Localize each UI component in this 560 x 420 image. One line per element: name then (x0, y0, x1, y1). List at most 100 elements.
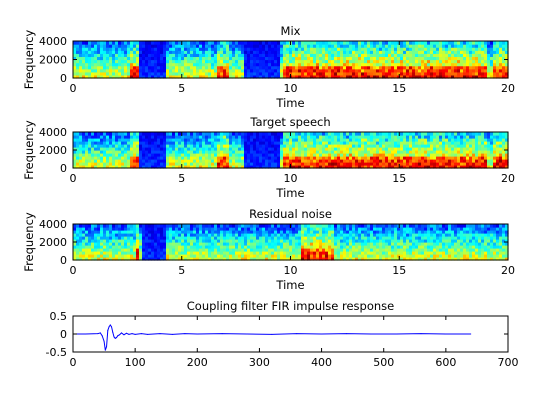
spectrogram-cell (199, 233, 203, 237)
spectrogram-cell (73, 239, 77, 243)
spectrogram-cell (136, 224, 140, 228)
spectrogram-cell (412, 239, 416, 243)
spectrogram-cell (238, 68, 242, 73)
spectrogram-cell (385, 162, 389, 166)
spectrogram-cell (196, 147, 200, 151)
spectrogram-cell (109, 156, 113, 160)
spectrogram-cell (151, 135, 155, 139)
spectrogram-cell (100, 147, 104, 151)
spectrogram-cell (250, 135, 254, 139)
spectrogram-cell (295, 147, 299, 151)
spectrogram-cell (367, 257, 371, 261)
spectrogram-cell (238, 150, 242, 154)
spectrogram-cell (211, 257, 215, 261)
spectrogram-cell (346, 53, 350, 58)
spectrogram-cell (394, 257, 398, 261)
spectrogram-cell (163, 47, 167, 51)
spectrogram-cell (79, 132, 83, 136)
spectrogram-cell (415, 254, 419, 258)
spectrogram-cell (484, 153, 488, 157)
spectrogram-cell (262, 224, 266, 228)
spectrogram-cell (202, 56, 206, 61)
spectrogram-cell (256, 239, 260, 243)
spectrogram-cell (322, 165, 326, 169)
spectrogram-cell (106, 245, 110, 249)
spectrogram-cell (424, 251, 428, 255)
spectrogram-cell (478, 59, 482, 64)
spectrogram-cell (349, 71, 353, 76)
spectrogram-cell (424, 156, 428, 160)
spectrogram-cell (151, 153, 155, 157)
spectrogram-cell (403, 50, 407, 54)
spectrogram-cell (226, 236, 230, 240)
spectrogram-cell (166, 50, 170, 54)
spectrogram-cell (349, 224, 353, 228)
spectrogram-cell (304, 230, 308, 234)
spectrogram-cell (322, 74, 326, 79)
spectrogram-cell (82, 150, 86, 154)
spectrogram-cell (367, 138, 371, 142)
spectrogram-cell (262, 227, 266, 231)
spectrogram-cell (205, 162, 209, 166)
spectrogram-cell (346, 141, 350, 145)
spectrogram-cell (85, 59, 89, 64)
spectrogram-cell (274, 150, 278, 154)
spectrogram-cell (367, 233, 371, 237)
spectrogram-cell (328, 41, 332, 45)
spectrogram-cell (250, 156, 254, 160)
spectrogram-cell (433, 227, 437, 231)
spectrogram-cell (253, 59, 257, 64)
spectrogram-cell (364, 251, 368, 255)
spectrogram-cell (97, 147, 101, 151)
spectrogram-cell (331, 141, 335, 145)
spectrogram-cell (469, 62, 473, 67)
spectrogram-cell (274, 233, 278, 237)
spectrogram-cell (406, 251, 410, 255)
spectrogram-cell (400, 150, 404, 154)
spectrogram-cell (235, 147, 239, 151)
spectrogram-cell (208, 135, 212, 139)
spectrogram-cell (406, 257, 410, 261)
spectrogram-cell (340, 150, 344, 154)
spectrogram-cell (112, 74, 116, 79)
spectrogram-cell (274, 144, 278, 148)
spectrogram-cell (250, 254, 254, 258)
spectrogram-cell (139, 233, 143, 237)
spectrogram-cell (301, 257, 305, 261)
spectrogram-cell (280, 233, 284, 237)
spectrogram-cell (322, 141, 326, 145)
spectrogram-cell (199, 239, 203, 243)
spectrogram-cell (361, 135, 365, 139)
spectrogram-cell (412, 147, 416, 151)
spectrogram-cell (436, 147, 440, 151)
spectrogram-cell (139, 227, 143, 231)
spectrogram-cell (79, 68, 83, 73)
spectrogram-cell (271, 56, 275, 61)
spectrogram-cell (286, 141, 290, 145)
spectrogram-cell (250, 224, 254, 228)
spectrogram-cell (223, 165, 227, 169)
spectrogram-cell (283, 236, 287, 240)
spectrogram-cell (286, 251, 290, 255)
spectrogram-cell (169, 135, 173, 139)
spectrogram-cell (493, 147, 497, 151)
spectrogram-cell (172, 59, 176, 64)
spectrogram-cell (82, 242, 86, 246)
spectrogram-cell (493, 141, 497, 145)
spectrogram-cell (154, 159, 158, 163)
spectrogram-cell (217, 65, 221, 70)
spectrogram-cell (247, 56, 251, 61)
spectrogram-cell (475, 162, 479, 166)
spectrogram-cell (334, 230, 338, 234)
spectrogram-cell (358, 242, 362, 246)
spectrogram-cell (82, 257, 86, 261)
spectrogram-cell (370, 44, 374, 48)
spectrogram-cell (475, 74, 479, 79)
spectrogram-cell (91, 144, 95, 148)
spectrogram-cell (427, 71, 431, 76)
spectrogram-cell (226, 47, 230, 51)
spectrogram-cell (316, 224, 320, 228)
spectrogram-cell (127, 254, 131, 258)
spectrogram-cell (328, 239, 332, 243)
spectrogram-cell (172, 153, 176, 157)
